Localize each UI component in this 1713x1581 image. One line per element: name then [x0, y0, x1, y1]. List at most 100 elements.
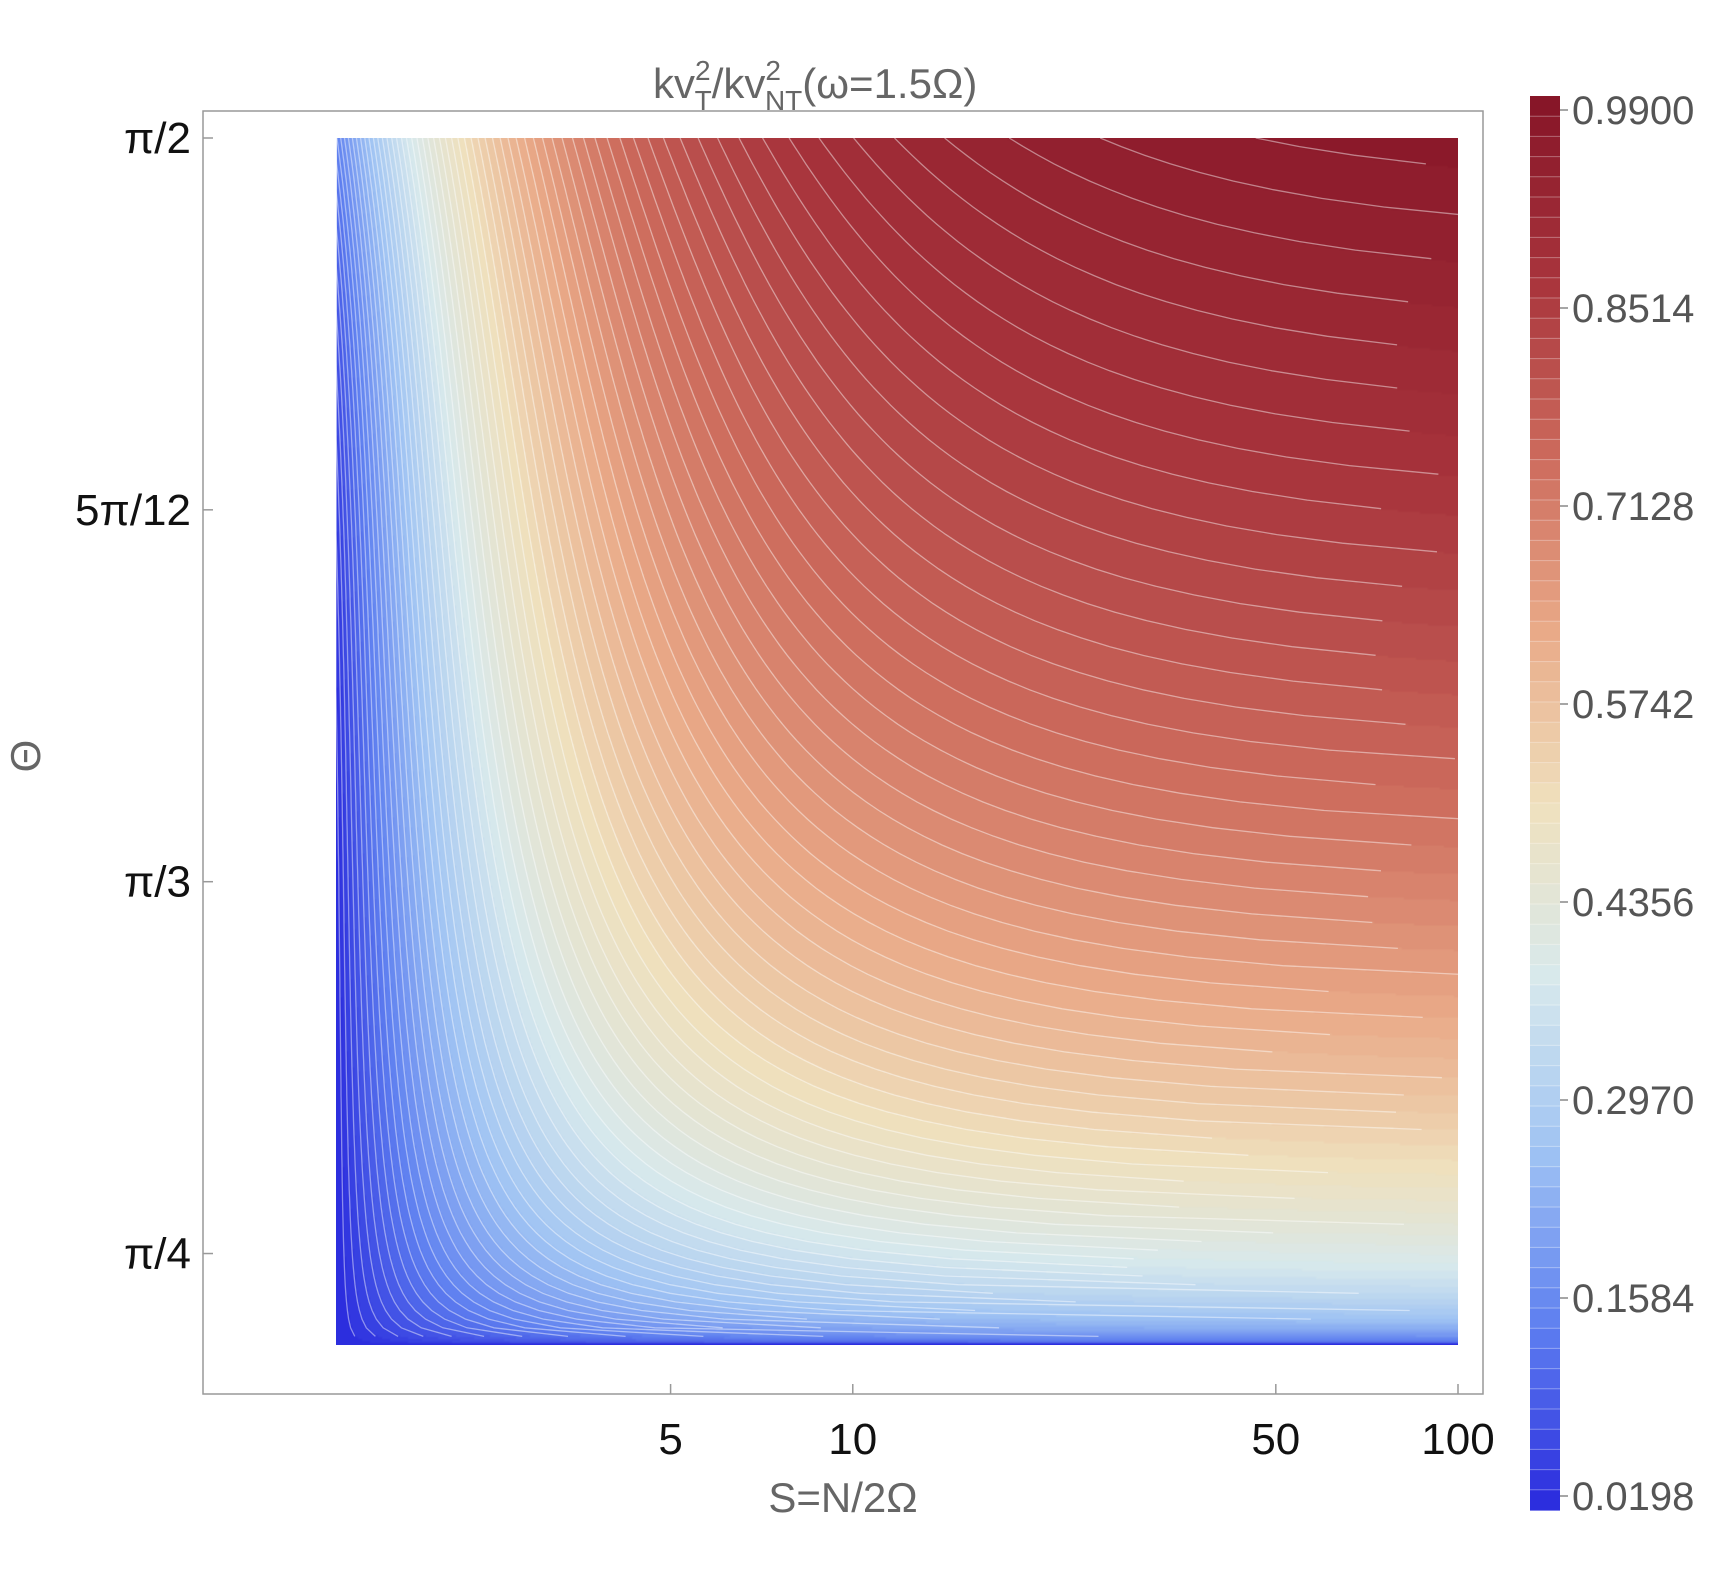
contour-line [395, 138, 1196, 1286]
chart-title: kv2 T/kv2 NT(ω=1.5Ω) [653, 55, 977, 116]
contour-line [386, 138, 993, 1294]
colorbar-band [1530, 176, 1560, 198]
contour-line [738, 138, 1438, 553]
contour-line [336, 138, 704, 1338]
contour-line [432, 138, 1404, 1225]
colorbar-band [1530, 1429, 1560, 1450]
contour-line [818, 138, 1410, 432]
colorbar-band [1530, 1025, 1560, 1046]
colorbar-band [1530, 944, 1560, 966]
contour-line [336, 138, 376, 1337]
colorbar-band [1530, 621, 1560, 642]
contour-line [1008, 138, 1432, 260]
colorbar-band [1530, 863, 1560, 885]
colorbar-band [1530, 1368, 1560, 1390]
contour-line [444, 138, 1295, 1200]
contour-line [416, 138, 1158, 1251]
contour-line [368, 138, 1311, 1320]
colorbar-band [1530, 540, 1560, 562]
contour-line [561, 138, 1373, 924]
colorbar-band [1530, 378, 1560, 400]
contour-line [336, 138, 626, 1338]
colorbar-band [1530, 1065, 1560, 1087]
colorbar-tick-label: 0.9900 [1572, 89, 1694, 133]
contour-line [1255, 138, 1426, 165]
colorbar-band [1530, 358, 1560, 380]
colorbar-band [1530, 681, 1560, 703]
colorbar-band [1530, 782, 1560, 804]
contour-line [515, 138, 1330, 1036]
colorbar-band [1530, 722, 1560, 743]
title-sup1: 2 [695, 55, 711, 86]
contour-line [340, 138, 824, 1338]
contour-line [400, 138, 1143, 1277]
contour-line [343, 138, 1099, 1338]
contour-line [381, 138, 1076, 1303]
colorbar-band [1530, 661, 1560, 683]
contour-line [499, 138, 1442, 1079]
colorbar-band [1530, 439, 1560, 461]
colorbar-band [1530, 1267, 1560, 1289]
y-axis-title: Θ [2, 740, 49, 773]
contour-line [470, 138, 1213, 1139]
colorbar-band [1530, 1308, 1560, 1329]
colorbar-band [1530, 237, 1560, 259]
x-axis: 5 10 50 100 [658, 1384, 1495, 1464]
title-sup2: 2 [765, 55, 781, 86]
title-tail: (ω=1.5Ω) [802, 60, 977, 107]
colorbar-tick-label: 0.4356 [1572, 881, 1694, 925]
contour-line [491, 138, 1404, 1096]
contour-line [484, 138, 1397, 1113]
contour-line [551, 138, 1398, 950]
contour-line [355, 138, 1000, 1329]
y-tick-label: π/3 [124, 858, 191, 907]
colorbar-band [1530, 883, 1560, 905]
title-base: kv [653, 60, 695, 107]
colorbar-band [1530, 318, 1560, 339]
colorbar-band [1530, 500, 1560, 521]
title-sub1: T [695, 85, 712, 116]
colorbar-band [1530, 116, 1560, 137]
contour-line [336, 138, 452, 1338]
x-tick-label: 5 [658, 1415, 682, 1464]
colorbar-band [1530, 1227, 1560, 1248]
contour-line [463, 138, 1249, 1156]
colorbar-band [1530, 217, 1560, 238]
colorbar-band [1530, 762, 1560, 784]
contour-line [717, 138, 1403, 587]
contour-line [944, 138, 1409, 303]
contour-line [372, 138, 976, 1312]
contour-line [359, 138, 807, 1320]
contour-line [364, 138, 940, 1320]
contour-line [853, 138, 1398, 389]
colorbar-band [1530, 479, 1560, 501]
colorbar-band [1530, 1287, 1560, 1309]
colorbar-band [1530, 1388, 1560, 1410]
contour-line [594, 138, 1412, 846]
colorbar-band [1530, 904, 1560, 925]
colorbar-band [1530, 1106, 1560, 1127]
contour-line [457, 138, 1329, 1174]
colorbar-band [1530, 601, 1560, 622]
contour-line [647, 138, 1406, 725]
contour-line [411, 138, 1134, 1260]
contour-line [571, 138, 1369, 898]
colorbar: 0.9900 0.8514 0.7128 0.5742 0.4356 0.2970 0.15… [1530, 89, 1694, 1519]
contour-line [427, 138, 1274, 1234]
colorbar-band [1530, 1186, 1560, 1208]
colorbar-band [1530, 338, 1560, 360]
contour-line [662, 138, 1383, 691]
title-sub2: NT [765, 85, 802, 116]
contour-line [438, 138, 1180, 1208]
colorbar-band [1530, 580, 1560, 602]
colorbar-band [1530, 984, 1560, 1006]
contour-line [1099, 138, 1458, 216]
colorbar-band [1530, 702, 1560, 723]
x-tick-label: 50 [1251, 1415, 1300, 1464]
colorbar-band [1530, 964, 1560, 986]
colorbar-band [1530, 1146, 1560, 1168]
colorbar-band [1530, 641, 1560, 663]
colorbar-band [1530, 924, 1560, 945]
